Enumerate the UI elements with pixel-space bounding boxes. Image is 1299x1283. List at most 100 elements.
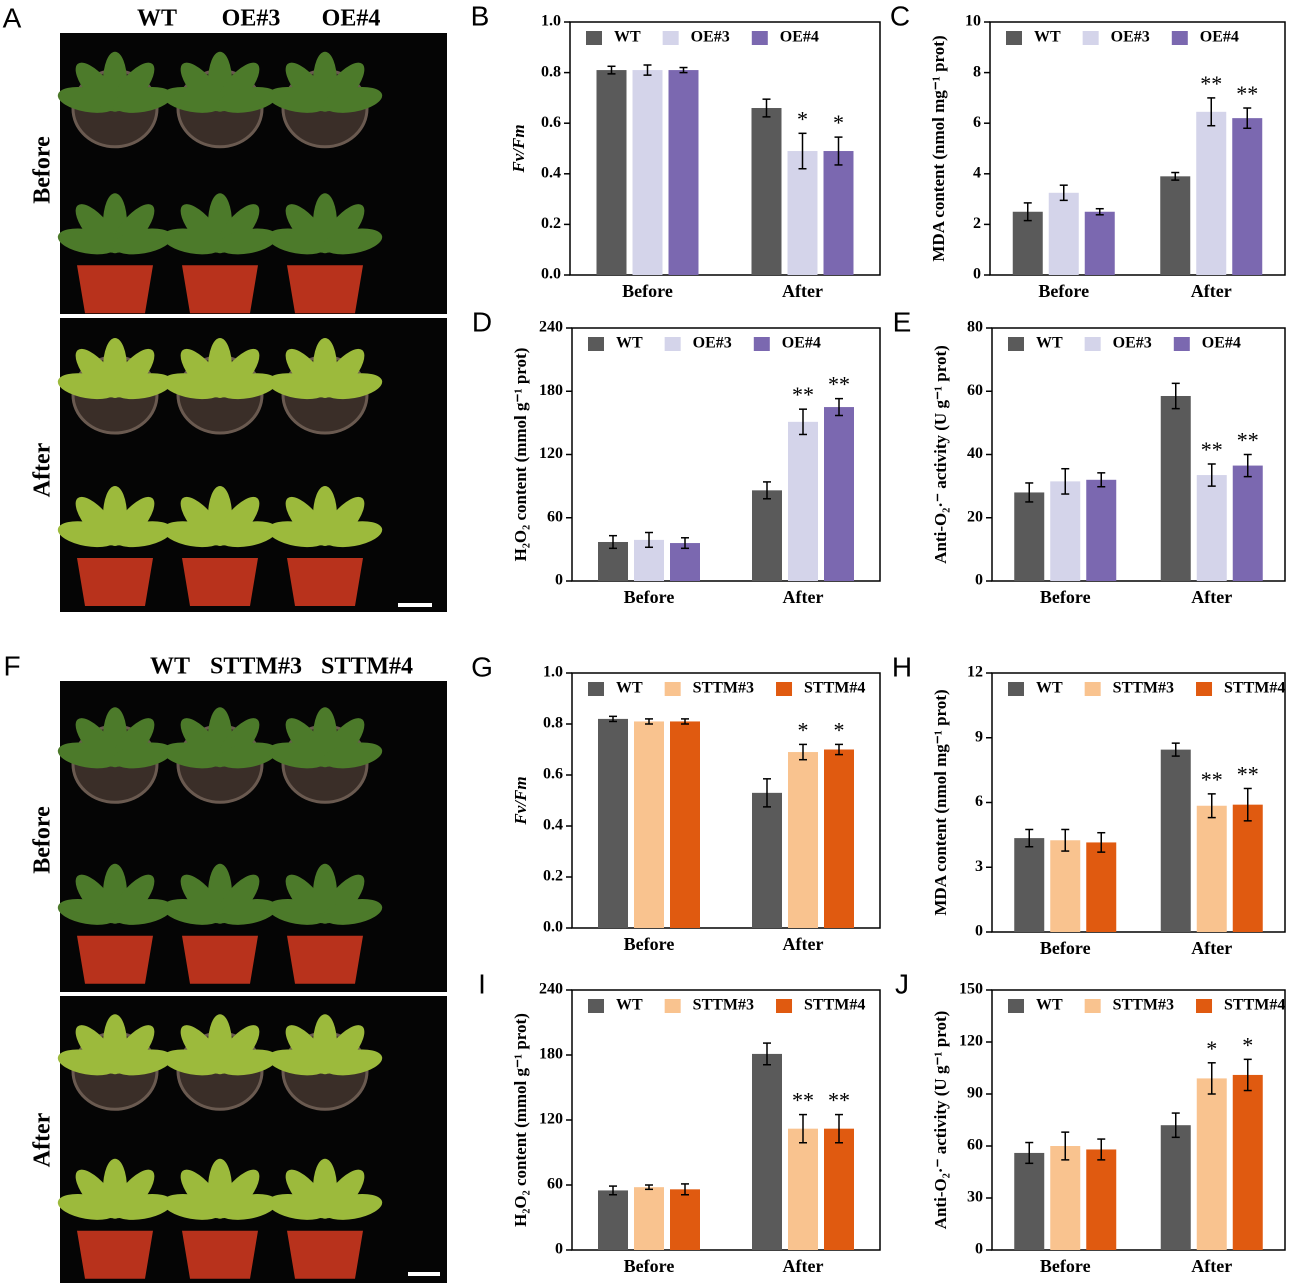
error-bar bbox=[835, 397, 843, 417]
bar bbox=[787, 151, 818, 275]
pot bbox=[182, 1230, 258, 1279]
y-tick-label: 12 bbox=[967, 664, 983, 681]
pot bbox=[182, 935, 258, 984]
y-tick-label: 60 bbox=[547, 1176, 563, 1193]
significance: ** bbox=[828, 1088, 850, 1113]
bar bbox=[1050, 481, 1081, 581]
y-tick-label: 0.8 bbox=[541, 63, 561, 80]
x-tick-label: After bbox=[783, 934, 824, 954]
error-bar bbox=[645, 531, 653, 549]
legend-label: WT bbox=[1034, 29, 1061, 46]
leaf bbox=[112, 899, 173, 925]
column-label: WT bbox=[150, 654, 190, 680]
y-tick-label: 0.0 bbox=[541, 266, 561, 283]
legend-label: WT bbox=[1036, 335, 1063, 352]
error-bar bbox=[835, 1113, 843, 1144]
significance: * bbox=[834, 717, 845, 742]
legend-label: STTM#4 bbox=[804, 997, 865, 1014]
error-bar bbox=[1243, 107, 1252, 130]
column-label: STTM#4 bbox=[321, 654, 413, 680]
y-tick-label: 0.6 bbox=[541, 114, 561, 131]
legend-swatch bbox=[664, 337, 681, 351]
error-bar bbox=[681, 1183, 689, 1196]
y-tick-label: 40 bbox=[967, 445, 983, 462]
y-tick-label: 0 bbox=[973, 266, 981, 283]
y-tick-label: 60 bbox=[967, 382, 983, 399]
plot-frame bbox=[991, 989, 1286, 1251]
pot bbox=[182, 265, 258, 314]
legend-swatch bbox=[586, 31, 602, 45]
bar bbox=[1014, 838, 1045, 932]
y-tick-label: 3 bbox=[975, 858, 983, 875]
y-axis-label: MDA content (nmol mg⁻¹ prot) bbox=[929, 35, 948, 261]
bar bbox=[1048, 192, 1079, 275]
panel-letter: B bbox=[471, 0, 490, 31]
y-axis-label: Anti-O₂·⁻ activity (U g⁻¹ prot) bbox=[931, 345, 950, 564]
bar bbox=[1232, 465, 1263, 581]
panel-letter: E bbox=[893, 306, 912, 337]
leaf bbox=[112, 1049, 173, 1076]
legend-label: OE#3 bbox=[1113, 335, 1152, 352]
plot-frame bbox=[569, 21, 881, 276]
significance: * bbox=[833, 110, 844, 135]
y-tick-label: 0 bbox=[975, 1241, 983, 1258]
error-bar bbox=[1061, 828, 1070, 852]
leaf bbox=[217, 742, 278, 769]
y-tick-label: 10 bbox=[965, 13, 981, 30]
pot bbox=[287, 265, 363, 314]
legend-label: OE#3 bbox=[693, 335, 732, 352]
legend-swatch bbox=[1008, 337, 1024, 351]
y-axis-label: MDA content (nmol mg⁻¹ prot) bbox=[931, 689, 950, 915]
bar bbox=[1160, 395, 1191, 581]
x-tick-label: Before bbox=[1040, 1256, 1091, 1276]
leaf bbox=[112, 742, 173, 769]
leaf bbox=[217, 521, 278, 548]
y-tick-label: 2 bbox=[973, 215, 981, 232]
leaf bbox=[322, 899, 383, 925]
significance: ** bbox=[1200, 71, 1222, 96]
leaf bbox=[217, 1194, 278, 1220]
x-tick-label: Before bbox=[1040, 938, 1091, 958]
bar bbox=[1086, 1149, 1117, 1250]
error-bar bbox=[1207, 463, 1216, 487]
bar bbox=[596, 70, 627, 275]
legend-swatch bbox=[1084, 682, 1101, 696]
x-tick-label: Before bbox=[624, 1256, 675, 1276]
legend-swatch bbox=[664, 999, 681, 1013]
legend-label: WT bbox=[616, 680, 643, 697]
legend-swatch bbox=[588, 999, 604, 1013]
bar bbox=[670, 721, 700, 928]
significance: ** bbox=[792, 382, 814, 407]
y-tick-label: 90 bbox=[967, 1085, 983, 1102]
pot bbox=[77, 1230, 153, 1279]
legend-swatch bbox=[1006, 31, 1022, 45]
y-tick-label: 0 bbox=[975, 572, 983, 589]
error-bar bbox=[609, 534, 617, 550]
significance: ** bbox=[1237, 762, 1259, 787]
error-bar bbox=[679, 66, 688, 74]
error-bar bbox=[1061, 467, 1070, 495]
row-label: After bbox=[30, 1112, 56, 1167]
panel-letter: F bbox=[3, 650, 20, 681]
bar bbox=[1232, 1074, 1263, 1250]
significance: * bbox=[798, 717, 809, 742]
leaf bbox=[322, 521, 383, 548]
bar bbox=[788, 421, 818, 581]
error-bar bbox=[1207, 793, 1216, 819]
leaf bbox=[322, 373, 383, 400]
error-bar bbox=[645, 1184, 653, 1191]
legend-swatch bbox=[776, 999, 793, 1013]
bar bbox=[1232, 118, 1263, 275]
error-bar bbox=[1243, 787, 1252, 822]
bar bbox=[1050, 1146, 1081, 1250]
error-bar bbox=[1243, 1058, 1252, 1092]
y-tick-label: 20 bbox=[967, 508, 983, 525]
bar bbox=[1196, 111, 1227, 275]
error-bar bbox=[799, 1113, 807, 1144]
y-tick-label: 120 bbox=[539, 445, 563, 462]
error-bar bbox=[763, 481, 771, 500]
bar bbox=[788, 1128, 818, 1250]
leaf bbox=[322, 228, 383, 255]
leaf bbox=[322, 1049, 383, 1076]
